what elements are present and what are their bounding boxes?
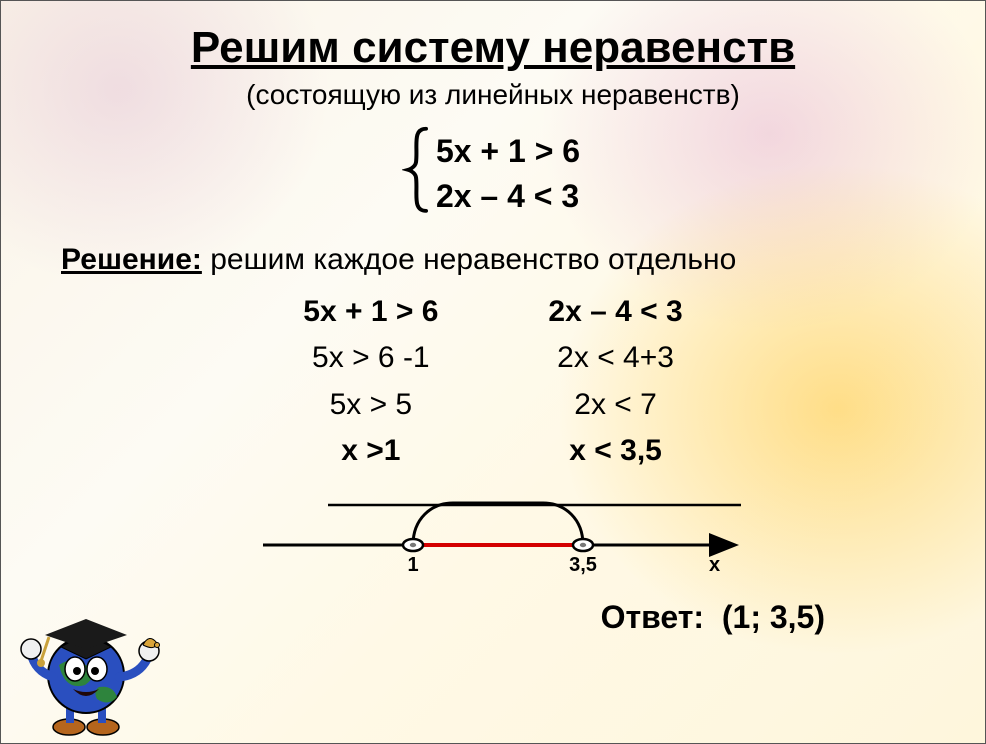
right-step-1: 2x – 4 < 3 [548,289,682,336]
right-column: 2x – 4 < 3 2x < 4+3 2x < 7 x < 3,5 [548,289,682,475]
left-step-2: 5x > 6 -1 [303,335,438,382]
answer-label: Ответ: [601,599,705,635]
right-step-2: 2x < 4+3 [548,335,682,382]
number-line-diagram: 1 3,5 x [213,485,773,595]
svg-text:3,5: 3,5 [569,554,597,576]
solution-columns: 5x + 1 > 6 5x > 6 -1 5x > 5 x >1 2x – 4 … [51,289,935,475]
right-step-4: x < 3,5 [548,428,682,475]
mascot-globe-icon [11,587,161,737]
solution-heading: Решение: решим каждое неравенство отдель… [51,243,935,277]
left-step-1: 5x + 1 > 6 [303,289,438,336]
answer-line: Ответ: (1; 3,5) [51,599,935,636]
slide-title: Решим систему неравенств [51,23,935,73]
system-line-2: 2x – 4 < 3 [436,174,580,219]
answer-value: (1; 3,5) [722,599,825,635]
svg-text:x: x [709,554,720,576]
solution-heading-text: решим каждое неравенство отдельно [202,243,736,276]
left-column: 5x + 1 > 6 5x > 6 -1 5x > 5 x >1 [303,289,438,475]
system-line-1: 5x + 1 > 6 [436,129,580,174]
slide-subtitle: (состоящую из линейных неравенств) [51,79,935,111]
inequality-system: 5x + 1 > 6 2x – 4 < 3 [406,129,580,219]
solution-heading-label: Решение: [61,243,202,276]
left-step-4: x >1 [303,428,438,475]
curly-brace-icon [402,125,432,215]
right-step-3: 2x < 7 [548,382,682,429]
svg-text:1: 1 [407,554,418,576]
left-step-3: 5x > 5 [303,382,438,429]
